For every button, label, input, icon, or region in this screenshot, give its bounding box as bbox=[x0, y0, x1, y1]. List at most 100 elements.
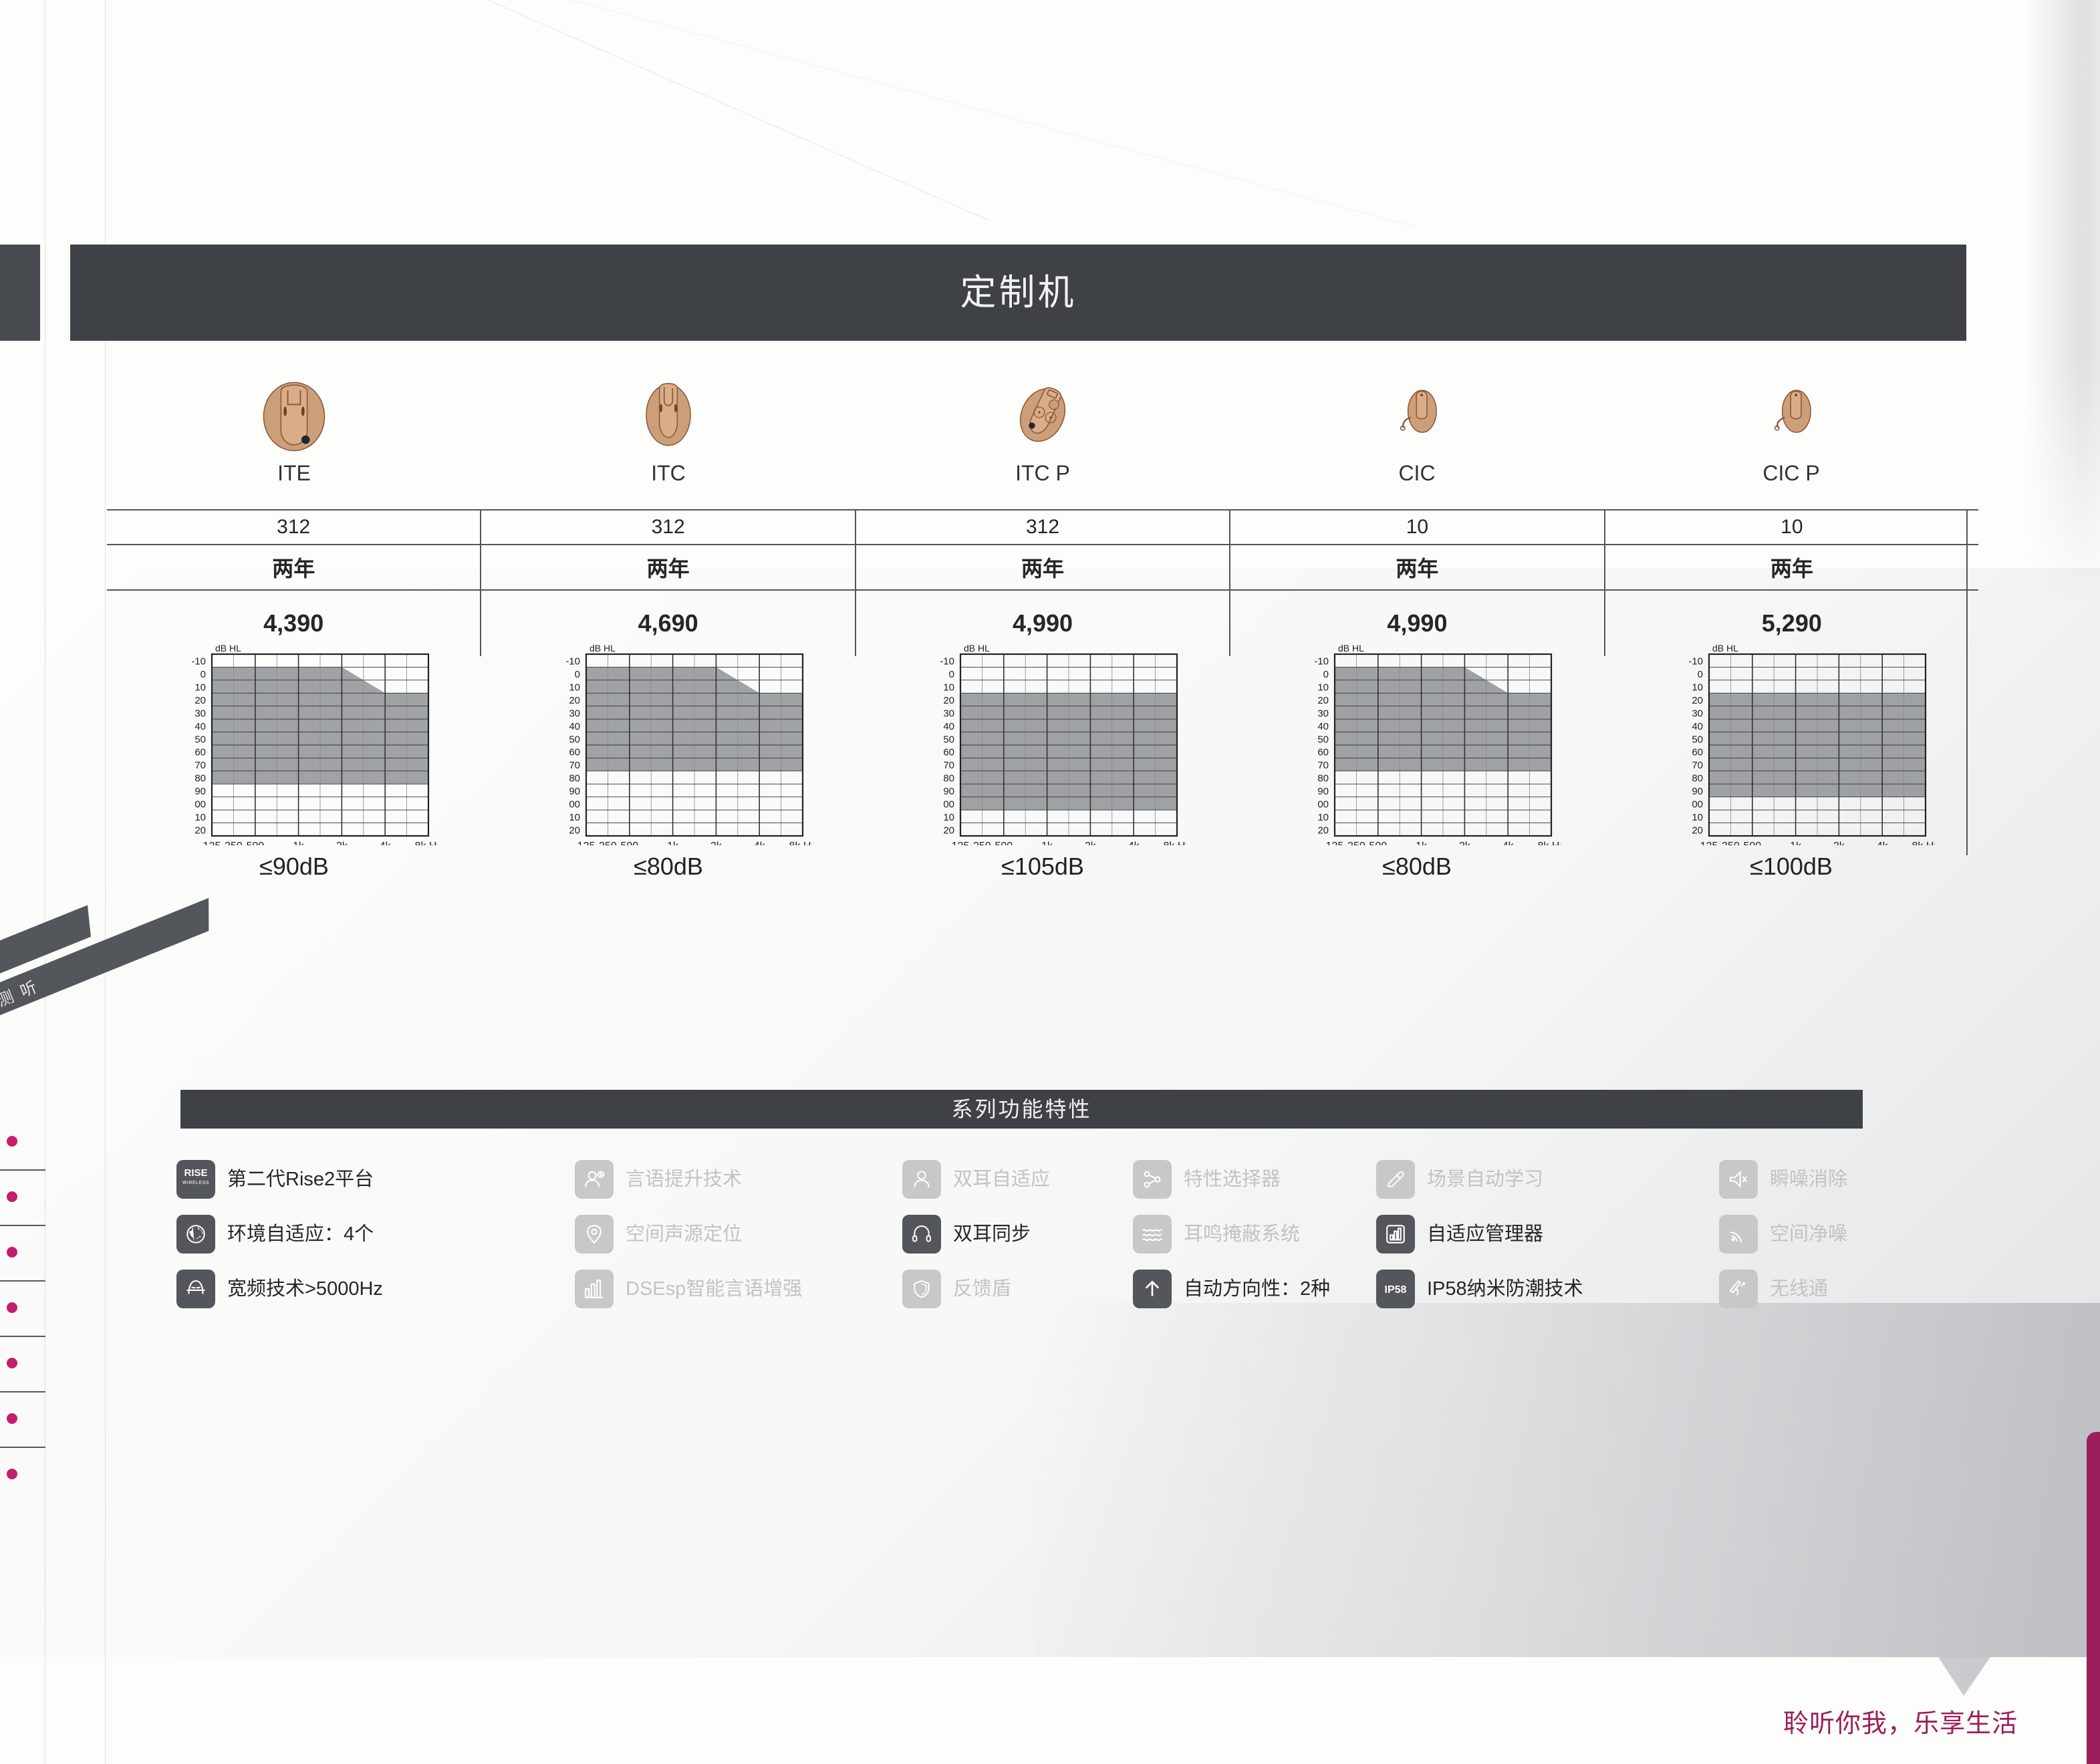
svg-text:4k: 4k bbox=[380, 841, 392, 845]
svg-text:20: 20 bbox=[1692, 825, 1703, 836]
svg-text:30: 30 bbox=[943, 708, 954, 719]
svg-text:20: 20 bbox=[943, 825, 954, 836]
svg-text:dB HL: dB HL bbox=[964, 645, 990, 653]
svg-text:70: 70 bbox=[194, 760, 206, 771]
svg-text:50: 50 bbox=[1692, 734, 1703, 745]
svg-text:40: 40 bbox=[943, 721, 954, 732]
svg-text:60: 60 bbox=[194, 747, 206, 758]
svg-text:8k Hz: 8k Hz bbox=[1912, 841, 1935, 845]
svg-text:500: 500 bbox=[1369, 841, 1387, 845]
svg-text:10: 10 bbox=[1692, 812, 1703, 823]
svg-text:dB HL: dB HL bbox=[215, 645, 241, 653]
svg-text:4k: 4k bbox=[1502, 841, 1515, 845]
svg-text:80: 80 bbox=[943, 773, 954, 784]
svg-text:80: 80 bbox=[1692, 773, 1703, 784]
svg-text:-10: -10 bbox=[1688, 656, 1703, 668]
svg-text:2k: 2k bbox=[1085, 841, 1097, 845]
svg-text:40: 40 bbox=[194, 721, 206, 732]
svg-text:60: 60 bbox=[1317, 747, 1329, 758]
svg-text:0: 0 bbox=[201, 669, 206, 680]
svg-text:90: 90 bbox=[194, 786, 206, 797]
svg-text:10: 10 bbox=[943, 682, 954, 694]
svg-text:70: 70 bbox=[1317, 760, 1329, 771]
svg-text:8k Hz: 8k Hz bbox=[1164, 841, 1186, 845]
svg-text:0: 0 bbox=[1323, 669, 1329, 680]
svg-text:-10: -10 bbox=[1314, 656, 1329, 668]
svg-text:30: 30 bbox=[194, 708, 206, 719]
svg-text:60: 60 bbox=[569, 747, 580, 758]
svg-text:125: 125 bbox=[203, 841, 221, 845]
svg-text:0: 0 bbox=[949, 669, 954, 680]
svg-text:dB HL: dB HL bbox=[1712, 645, 1738, 653]
svg-text:20: 20 bbox=[1317, 695, 1329, 706]
svg-text:30: 30 bbox=[1692, 708, 1703, 719]
svg-text:dB HL: dB HL bbox=[1338, 645, 1364, 653]
svg-text:10: 10 bbox=[194, 812, 206, 823]
svg-text:20: 20 bbox=[194, 695, 206, 706]
svg-text:00: 00 bbox=[1317, 798, 1329, 810]
svg-text:30: 30 bbox=[569, 708, 580, 719]
svg-text:500: 500 bbox=[995, 841, 1013, 845]
svg-text:50: 50 bbox=[569, 734, 580, 745]
svg-text:2k: 2k bbox=[1459, 841, 1471, 845]
svg-text:50: 50 bbox=[1317, 734, 1329, 745]
svg-text:IP58: IP58 bbox=[1385, 1284, 1407, 1296]
svg-text:8k Hz: 8k Hz bbox=[415, 841, 438, 845]
svg-text:4k: 4k bbox=[1877, 841, 1889, 845]
svg-text:10: 10 bbox=[1692, 682, 1703, 694]
svg-text:1k: 1k bbox=[1416, 841, 1428, 845]
svg-text:60: 60 bbox=[943, 747, 954, 758]
svg-text:RISE: RISE bbox=[184, 1167, 207, 1179]
svg-text:-10: -10 bbox=[191, 656, 206, 668]
svg-text:10: 10 bbox=[569, 812, 580, 823]
svg-text:90: 90 bbox=[1692, 786, 1703, 797]
svg-text:2k: 2k bbox=[710, 841, 723, 845]
svg-text:WIRELESS: WIRELESS bbox=[182, 1181, 209, 1185]
svg-text:00: 00 bbox=[943, 798, 954, 810]
svg-text:60: 60 bbox=[1692, 747, 1703, 758]
svg-text:250: 250 bbox=[1347, 841, 1365, 845]
svg-text:500: 500 bbox=[620, 841, 638, 845]
svg-text:00: 00 bbox=[1692, 798, 1703, 810]
svg-text:0: 0 bbox=[575, 669, 580, 680]
svg-text:70: 70 bbox=[943, 760, 954, 771]
svg-text:0: 0 bbox=[1698, 669, 1703, 680]
svg-text:4k: 4k bbox=[754, 841, 766, 845]
svg-text:10: 10 bbox=[1317, 812, 1329, 823]
svg-text:40: 40 bbox=[1692, 721, 1703, 732]
svg-text:40: 40 bbox=[1317, 721, 1329, 732]
svg-text:20: 20 bbox=[569, 825, 580, 836]
svg-text:20: 20 bbox=[569, 695, 580, 706]
svg-text:dB HL: dB HL bbox=[589, 645, 616, 653]
svg-text:500: 500 bbox=[1743, 841, 1761, 845]
svg-text:40: 40 bbox=[569, 721, 580, 732]
svg-text:10: 10 bbox=[943, 812, 954, 823]
svg-text:80: 80 bbox=[569, 773, 580, 784]
svg-text:50: 50 bbox=[194, 734, 206, 745]
svg-text:10: 10 bbox=[569, 682, 580, 694]
svg-text:20: 20 bbox=[1317, 825, 1329, 836]
svg-text:1k: 1k bbox=[667, 841, 679, 845]
svg-text:250: 250 bbox=[599, 841, 617, 845]
svg-text:2k: 2k bbox=[336, 841, 348, 845]
svg-text:70: 70 bbox=[1692, 760, 1703, 771]
svg-text:125: 125 bbox=[577, 841, 596, 845]
svg-text:20: 20 bbox=[194, 825, 206, 836]
svg-text:10: 10 bbox=[1317, 682, 1329, 694]
svg-text:90: 90 bbox=[943, 786, 954, 797]
svg-text:10: 10 bbox=[194, 682, 206, 694]
svg-text:-10: -10 bbox=[940, 656, 954, 668]
svg-text:8k Hz: 8k Hz bbox=[1538, 841, 1561, 845]
svg-text:4k: 4k bbox=[1128, 841, 1140, 845]
svg-text:00: 00 bbox=[569, 798, 580, 810]
svg-text:1k: 1k bbox=[1790, 841, 1802, 845]
svg-text:125: 125 bbox=[1326, 841, 1344, 845]
svg-text:90: 90 bbox=[1317, 786, 1329, 797]
svg-text:20: 20 bbox=[943, 695, 954, 706]
svg-text:125: 125 bbox=[1700, 841, 1718, 845]
svg-text:70: 70 bbox=[569, 760, 580, 771]
svg-text:8k Hz: 8k Hz bbox=[789, 841, 812, 845]
svg-text:00: 00 bbox=[194, 798, 206, 810]
svg-text:1k: 1k bbox=[1041, 841, 1053, 845]
svg-text:80: 80 bbox=[194, 773, 206, 784]
